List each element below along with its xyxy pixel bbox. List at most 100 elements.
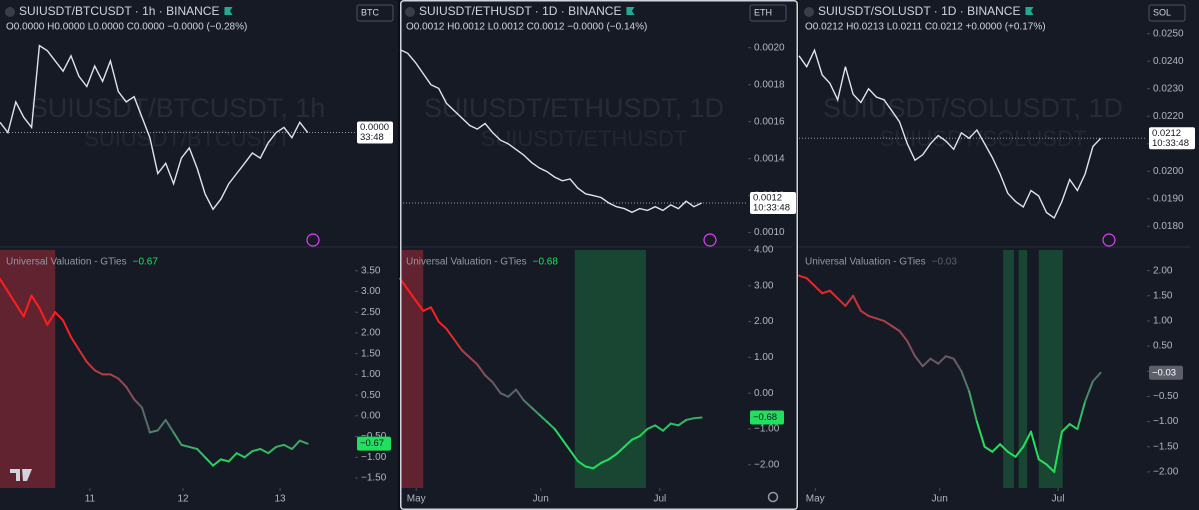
- indicator-segment: [1045, 463, 1056, 473]
- indicator-title: Universal Valuation - GTies: [805, 257, 926, 268]
- indicator-segment: [844, 294, 855, 307]
- symbol: ETH: [754, 7, 772, 17]
- indicator-value: −0.67: [133, 257, 159, 268]
- y-tick-label: 0.0180: [1153, 221, 1184, 232]
- x-tick-label: Jun: [533, 494, 549, 505]
- indicator-segment: [798, 274, 808, 280]
- symbol-icon: [405, 7, 415, 17]
- x-tick-label: Jun: [932, 494, 948, 505]
- indicator-segment: [538, 413, 548, 423]
- symbol: BTC: [361, 7, 380, 17]
- y-tick-label: 1.00: [1153, 316, 1173, 327]
- indicator-segment: [692, 416, 703, 420]
- indicator-last-label: −0.68: [753, 412, 777, 423]
- indicator-segment: [267, 445, 278, 455]
- indicator-title: Universal Valuation - GTies: [406, 257, 527, 268]
- countdown: 10:33:48: [1152, 138, 1189, 149]
- indicator-segment: [561, 438, 572, 452]
- indicator-segment: [133, 398, 143, 409]
- symbol-box: [749, 4, 787, 22]
- indicator-segment: [164, 419, 175, 434]
- indicator-segment: [453, 338, 463, 352]
- symbol-box: [356, 4, 394, 22]
- x-tick-label: 13: [274, 494, 286, 505]
- y-tick-label: −1.50: [361, 473, 387, 484]
- indicator-value: −0.03: [932, 257, 958, 268]
- indicator-segment: [204, 456, 214, 467]
- indicator-segment: [685, 417, 695, 421]
- indicator-segment: [921, 357, 932, 368]
- indicator-segment: [62, 319, 72, 339]
- indicator-segment: [623, 438, 633, 448]
- indicator-segment: [828, 289, 839, 300]
- x-tick-label: May: [806, 494, 825, 505]
- indicator-segment: [188, 445, 199, 451]
- signal-band: [1018, 250, 1028, 488]
- y-tick-label: 0.0020: [754, 42, 785, 53]
- indicator-segment: [522, 399, 533, 409]
- indicator-segment: [553, 427, 564, 441]
- x-tick-label: 11: [85, 494, 96, 505]
- indicator-segment: [156, 419, 167, 432]
- y-tick-label: 2.00: [1153, 265, 1173, 276]
- price-label: 0.0212: [1152, 128, 1181, 139]
- y-tick-label: 0.0240: [1153, 56, 1184, 67]
- alert-icon: [306, 233, 320, 247]
- indicator-segment: [290, 439, 301, 451]
- indicator-segment: [852, 294, 862, 312]
- y-tick-label: 0.00: [754, 388, 774, 399]
- flag-icon: [626, 7, 635, 15]
- indicator-segment: [890, 324, 901, 333]
- y-tick-label: 0.0220: [1153, 111, 1184, 122]
- y-tick-label: 1.50: [361, 348, 381, 359]
- y-tick-label: 0.0010: [754, 227, 785, 238]
- indicator-segment: [283, 443, 293, 451]
- settings-icon: [767, 491, 779, 503]
- indicator-segment: [77, 348, 88, 363]
- chart-title: SUIUSDT/ETHUSDT · 1D · BINANCE: [419, 4, 621, 18]
- indicator-segment: [275, 443, 285, 448]
- indicator-segment: [484, 374, 494, 384]
- indicator-segment: [975, 420, 986, 448]
- price-label-box: [750, 192, 796, 215]
- y-tick-label: 0.50: [361, 390, 381, 401]
- indicator-segment: [1053, 430, 1063, 473]
- y-tick-label: 4.00: [754, 245, 774, 256]
- price-label: 0.0000: [360, 122, 389, 133]
- price-label-box: [357, 121, 393, 144]
- indicator-segment: [914, 355, 924, 368]
- indicator-segment: [6, 290, 17, 305]
- indicator-segment: [437, 320, 448, 330]
- y-tick-label: 0.0250: [1153, 28, 1184, 39]
- indicator-segment: [937, 355, 947, 365]
- y-tick-label: 2.00: [754, 316, 774, 327]
- indicator-segment: [46, 311, 57, 326]
- price-line: [798, 48, 1102, 220]
- alert-icon: [703, 233, 717, 247]
- signal-band: [1038, 250, 1063, 488]
- indicator-segment: [172, 431, 183, 446]
- indicator-segment: [515, 388, 525, 402]
- y-tick-label: −1.00: [1153, 416, 1179, 427]
- indicator-segment: [654, 424, 664, 432]
- x-tick-label: Jul: [1052, 494, 1065, 505]
- y-tick-label: 0.50: [1153, 341, 1173, 352]
- price-label-box: [1149, 127, 1195, 150]
- y-tick-label: 3.50: [361, 265, 381, 276]
- price-line: [0, 44, 309, 211]
- indicator-segment: [661, 422, 672, 432]
- indicator-segment: [944, 355, 955, 360]
- indicator-segment: [251, 448, 262, 453]
- indicator-segment: [813, 284, 824, 295]
- indicator-segment: [1006, 450, 1017, 458]
- indicator-segment: [569, 449, 579, 463]
- x-tick-label: 12: [177, 494, 189, 505]
- indicator-segment: [545, 420, 556, 430]
- indicator-segment: [219, 458, 230, 463]
- y-tick-label: 0.0014: [754, 153, 785, 164]
- indicator-label-box: [750, 410, 784, 425]
- indicator-segment: [983, 445, 994, 453]
- y-tick-label: 0.0190: [1153, 193, 1184, 204]
- indicator-last-label: −0.67: [360, 438, 384, 449]
- indicator-segment: [259, 448, 270, 455]
